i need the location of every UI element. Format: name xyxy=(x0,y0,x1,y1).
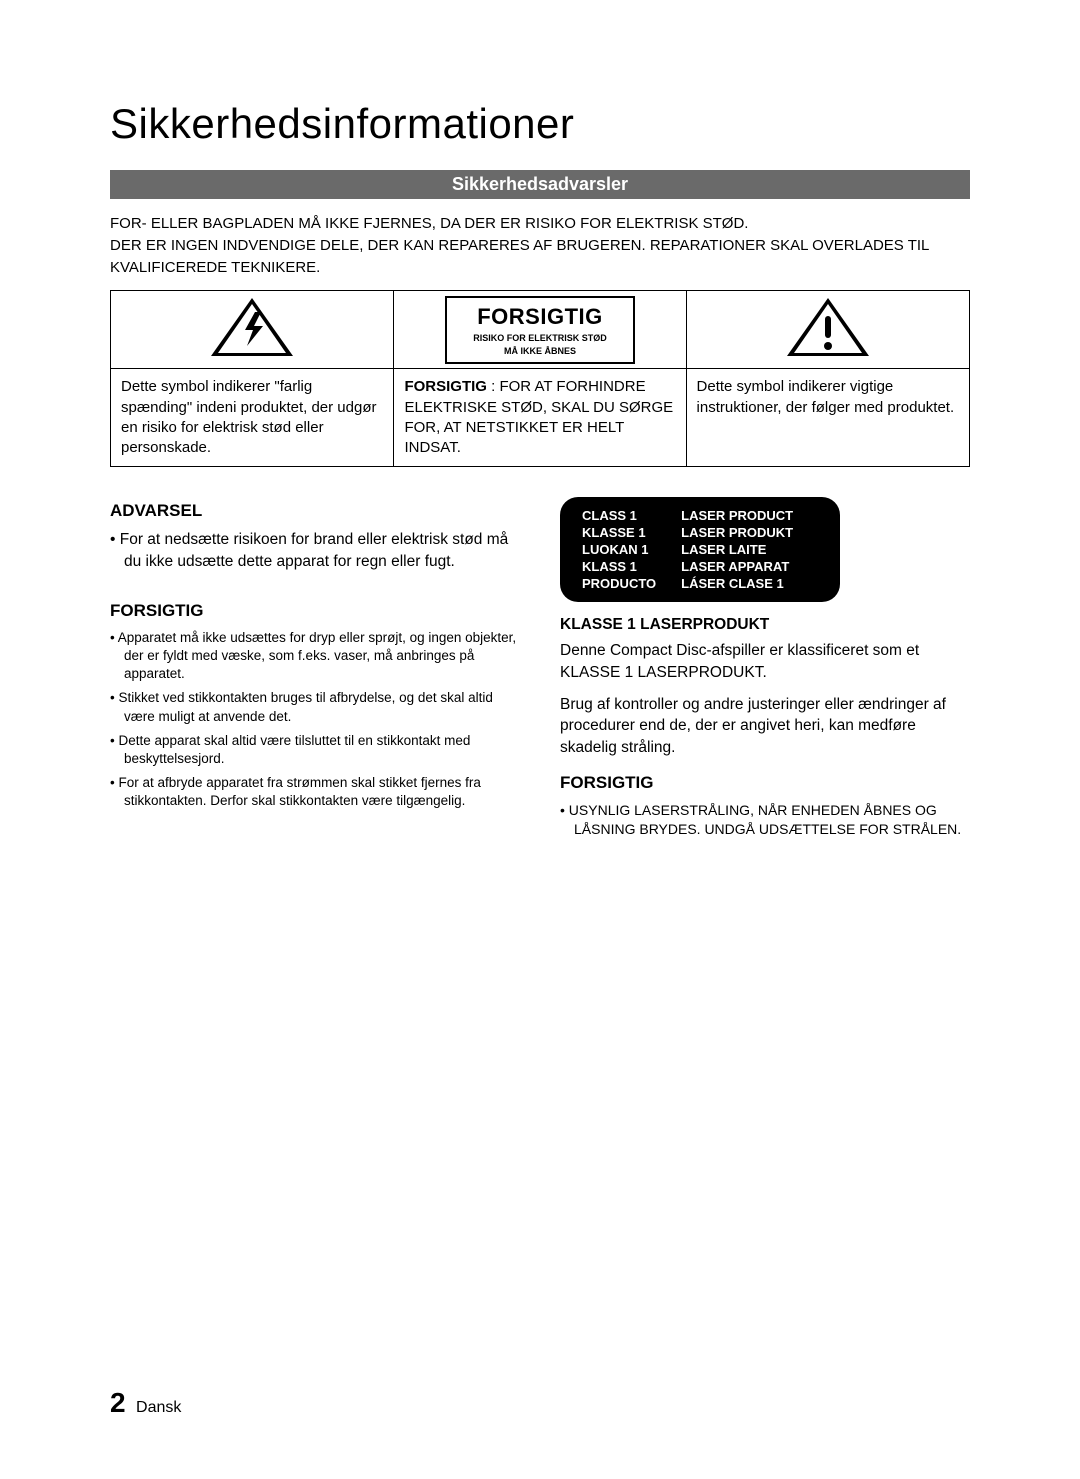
heading-klasse1: KLASSE 1 LASERPRODUKT xyxy=(560,616,970,634)
list-item: Stikket ved stikkontakten bruges til afb… xyxy=(110,689,520,725)
forsigtig-box-cell: FORSIGTIG RISIKO FOR ELEKTRISK STØD MÅ I… xyxy=(394,291,686,369)
exclamation-icon xyxy=(785,296,871,364)
page-footer: 2 Dansk xyxy=(110,1387,181,1419)
right-column: CLASS 1LASER PRODUCT KLASSE 1LASER PRODU… xyxy=(560,497,970,844)
forsigtig-box-title: FORSIGTIG xyxy=(473,302,607,332)
section-header: Sikkerhedsadvarsler xyxy=(110,170,970,199)
forsigtig-box-sub1: RISIKO FOR ELEKTRISK STØD xyxy=(473,333,607,343)
table-cell: CLASS 1 xyxy=(578,507,677,524)
page-number: 2 xyxy=(110,1387,126,1418)
lightning-icon xyxy=(209,296,295,364)
warning-table: FORSIGTIG RISIKO FOR ELEKTRISK STØD MÅ I… xyxy=(110,290,970,467)
table-cell: LUOKAN 1 xyxy=(578,541,677,558)
table-cell: LASER PRODUCT xyxy=(677,507,822,524)
forsigtig-bullets-left: Apparatet må ikke udsættes for dryp elle… xyxy=(110,629,520,811)
heading-forsigtig-right: FORSIGTIG xyxy=(560,773,970,793)
table-cell: LÁSER CLASE 1 xyxy=(677,575,822,592)
list-item: For at afbryde apparatet fra strømmen sk… xyxy=(110,774,520,810)
forsigtig-box-sub2: MÅ IKKE ÅBNES xyxy=(473,346,607,356)
body-paragraph: Brug af kontroller og andre justeringer … xyxy=(560,694,970,759)
two-column-layout: ADVARSEL For at nedsætte risikoen for br… xyxy=(110,497,970,844)
page: Sikkerhedsinformationer Sikkerhedsadvars… xyxy=(0,0,1080,1479)
page-title: Sikkerhedsinformationer xyxy=(110,100,970,148)
advarsel-bullets: For at nedsætte risikoen for brand eller… xyxy=(110,529,520,572)
list-item: Apparatet må ikke udsættes for dryp elle… xyxy=(110,629,520,684)
forsigtig-box: FORSIGTIG RISIKO FOR ELEKTRISK STØD MÅ I… xyxy=(445,296,635,364)
body-paragraph: Denne Compact Disc-afspiller er klassifi… xyxy=(560,640,970,683)
table-cell: LASER PRODUKT xyxy=(677,524,822,541)
intro-text: FOR- ELLER BAGPLADEN MÅ IKKE FJERNES, DA… xyxy=(110,213,970,278)
list-item: USYNLIG LASERSTRÅLING, NÅR ENHEDEN ÅBNES… xyxy=(560,801,970,840)
table-cell: KLASS 1 xyxy=(578,558,677,575)
table-cell: LASER APPARAT xyxy=(677,558,822,575)
warning-cell-right: Dette symbol indikerer vigtige instrukti… xyxy=(686,369,969,467)
warning-cell-mid: FORSIGTIG : FOR AT FORHINDRE ELEKTRISKE … xyxy=(394,369,686,467)
left-column: ADVARSEL For at nedsætte risikoen for br… xyxy=(110,497,520,844)
heading-advarsel: ADVARSEL xyxy=(110,501,520,521)
forsigtig-bullets-right: USYNLIG LASERSTRÅLING, NÅR ENHEDEN ÅBNES… xyxy=(560,801,970,840)
list-item: For at nedsætte risikoen for brand eller… xyxy=(110,529,520,572)
lightning-symbol-cell xyxy=(111,291,394,369)
warning-cell-left: Dette symbol indikerer "farlig spænding"… xyxy=(111,369,394,467)
table-cell: PRODUCTO xyxy=(578,575,677,592)
warning-cell-mid-bold: FORSIGTIG xyxy=(404,378,487,395)
laser-class-table: CLASS 1LASER PRODUCT KLASSE 1LASER PRODU… xyxy=(560,497,840,602)
list-item: Dette apparat skal altid være tilsluttet… xyxy=(110,732,520,768)
table-cell: LASER LAITE xyxy=(677,541,822,558)
heading-forsigtig-left: FORSIGTIG xyxy=(110,601,520,621)
exclamation-symbol-cell xyxy=(686,291,969,369)
table-cell: KLASSE 1 xyxy=(578,524,677,541)
page-language: Dansk xyxy=(136,1399,181,1416)
